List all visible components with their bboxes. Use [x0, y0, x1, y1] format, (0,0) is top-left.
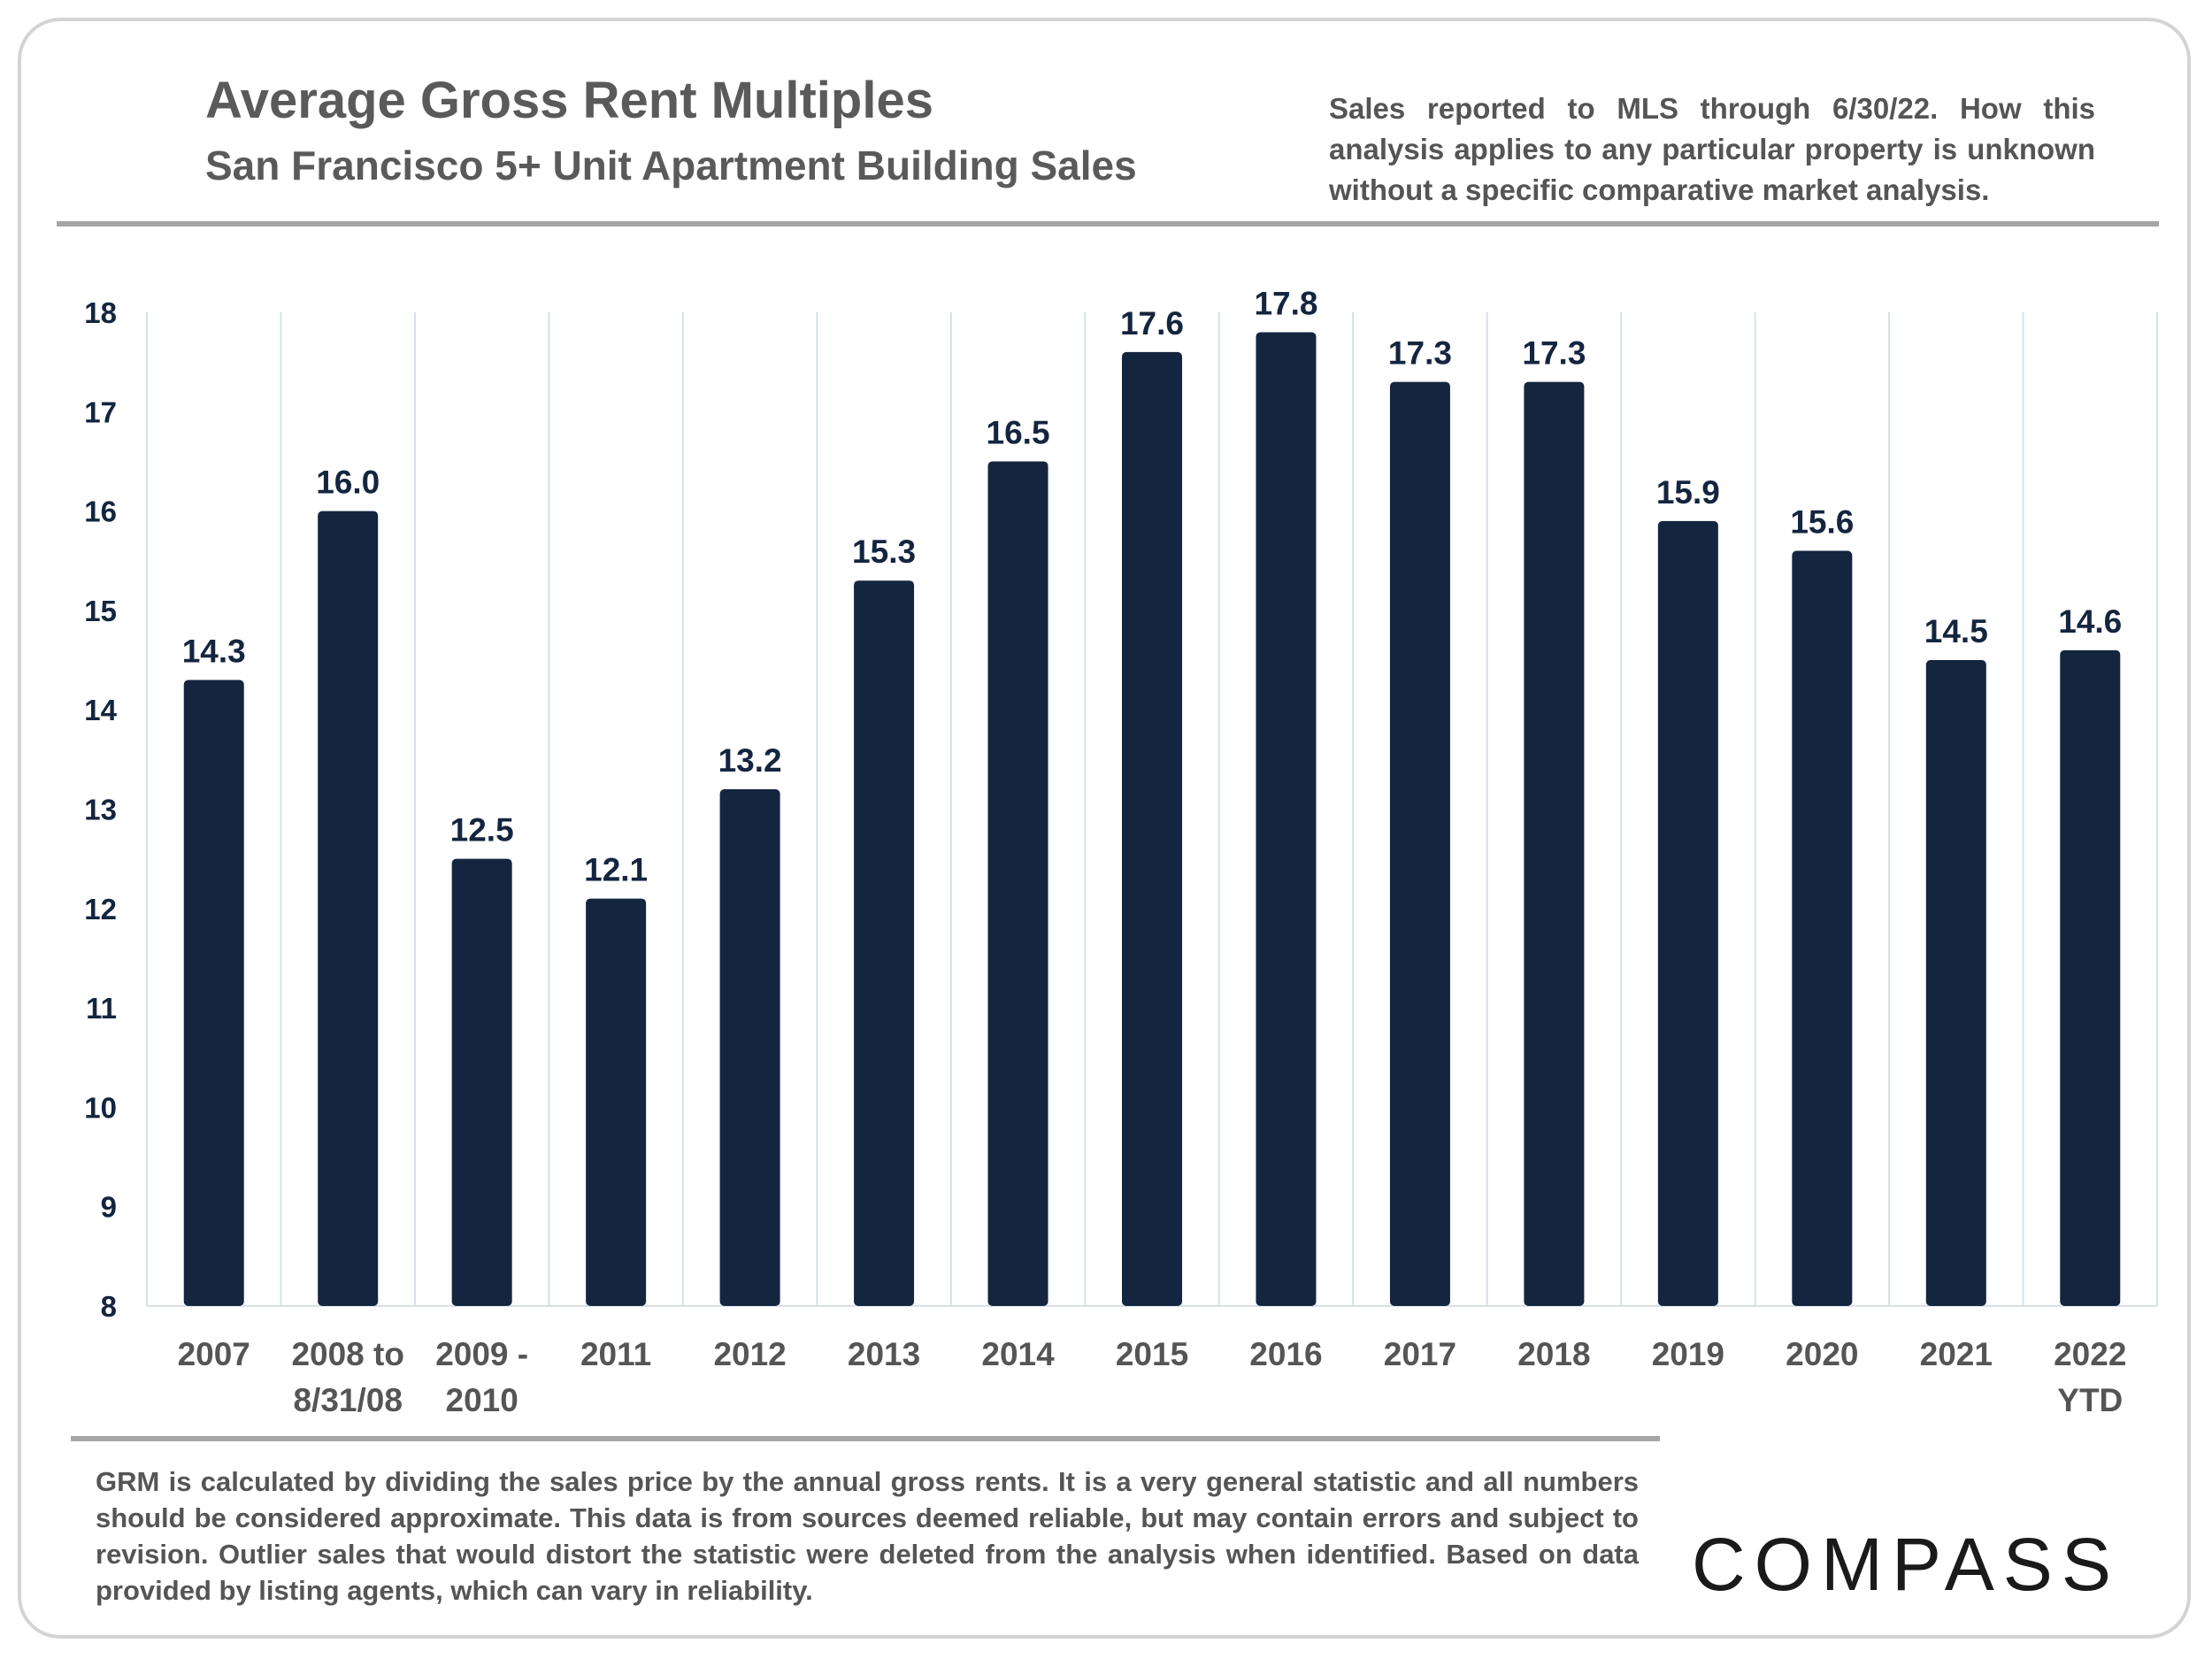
- disclaimer-note: Sales reported to MLS through 6/30/22. H…: [1329, 92, 2095, 206]
- x-tick-label: 2012: [713, 1336, 786, 1372]
- x-tick-label: 8/31/08: [293, 1382, 402, 1418]
- y-tick-label: 12: [84, 893, 117, 926]
- chart-subtitle: San Francisco 5+ Unit Apartment Building…: [205, 142, 1137, 188]
- bar: [1657, 520, 1718, 1306]
- bar: [1389, 381, 1450, 1306]
- footer-divider: [71, 1436, 1660, 1441]
- bar: [719, 789, 780, 1306]
- header-divider: [57, 221, 2159, 227]
- data-label: 14.6: [2058, 603, 2122, 640]
- bar: [2060, 649, 2121, 1306]
- x-tick-label: 2010: [446, 1382, 518, 1418]
- bar-chart: 8 9 10 11 12 13 14 15 16 17 18 14.3 2007 16.0 2008 to 8…: [84, 285, 2158, 1418]
- data-label: 15.6: [1790, 504, 1854, 541]
- bar: [1256, 332, 1317, 1307]
- chart-title: Average Gross Rent Multiples: [205, 72, 933, 129]
- data-label: 16.5: [987, 414, 1050, 450]
- data-label: 12.1: [584, 852, 648, 888]
- x-tick-label: 2022: [2054, 1336, 2126, 1372]
- bar: [987, 461, 1048, 1306]
- data-label: 14.5: [1924, 613, 1988, 649]
- bar: [1925, 660, 1986, 1306]
- y-tick-label: 16: [84, 495, 117, 528]
- y-tick-label: 15: [84, 595, 117, 627]
- x-tick-label: 2007: [178, 1336, 250, 1372]
- y-tick-label: 18: [84, 296, 117, 329]
- bar: [1524, 381, 1585, 1306]
- data-label: 15.3: [852, 534, 916, 570]
- bar: [183, 680, 244, 1306]
- data-label: 12.5: [450, 812, 514, 849]
- x-tick-label: 2008 to: [291, 1336, 404, 1372]
- x-tick-label: 2021: [1920, 1336, 1993, 1372]
- data-label: 17.8: [1254, 285, 1317, 321]
- bar: [451, 858, 512, 1306]
- x-tick-label: 2017: [1384, 1336, 1456, 1372]
- x-tick-label: 2013: [848, 1336, 920, 1372]
- y-tick-label: 17: [84, 396, 117, 428]
- x-tick-label: 2009 -: [435, 1336, 528, 1372]
- bar: [1122, 351, 1182, 1306]
- data-label: 13.2: [718, 742, 782, 779]
- x-tick-label: 2020: [1786, 1336, 1858, 1372]
- data-label: 14.3: [182, 634, 246, 670]
- data-label: 15.9: [1656, 474, 1720, 511]
- y-tick-label: 10: [84, 1091, 117, 1124]
- bar: [1792, 550, 1853, 1306]
- compass-logo: COMPASS: [1692, 1523, 2120, 1606]
- y-tick-label: 13: [84, 794, 117, 826]
- data-label: 17.6: [1120, 305, 1184, 342]
- y-tick-label: 8: [101, 1290, 117, 1323]
- bar: [854, 580, 915, 1306]
- x-tick-label: YTD: [2057, 1382, 2123, 1418]
- bar: [318, 511, 379, 1306]
- x-tick-label: 2014: [981, 1336, 1055, 1372]
- x-tick-label: 2018: [1517, 1336, 1590, 1372]
- y-tick-label: 14: [84, 694, 117, 726]
- data-label: 17.3: [1388, 335, 1452, 372]
- data-label: 16.0: [316, 465, 380, 501]
- x-tick-label: 2019: [1652, 1336, 1724, 1372]
- footer-note: GRM is calculated by dividing the sales …: [96, 1466, 1639, 1606]
- y-tick-label: 9: [101, 1191, 117, 1224]
- y-tick-label: 11: [86, 992, 117, 1025]
- x-tick-label: 2011: [580, 1336, 651, 1372]
- x-tick-label: 2015: [1116, 1336, 1188, 1372]
- data-label: 17.3: [1522, 335, 1586, 372]
- x-tick-label: 2016: [1249, 1336, 1322, 1372]
- bar: [586, 898, 647, 1306]
